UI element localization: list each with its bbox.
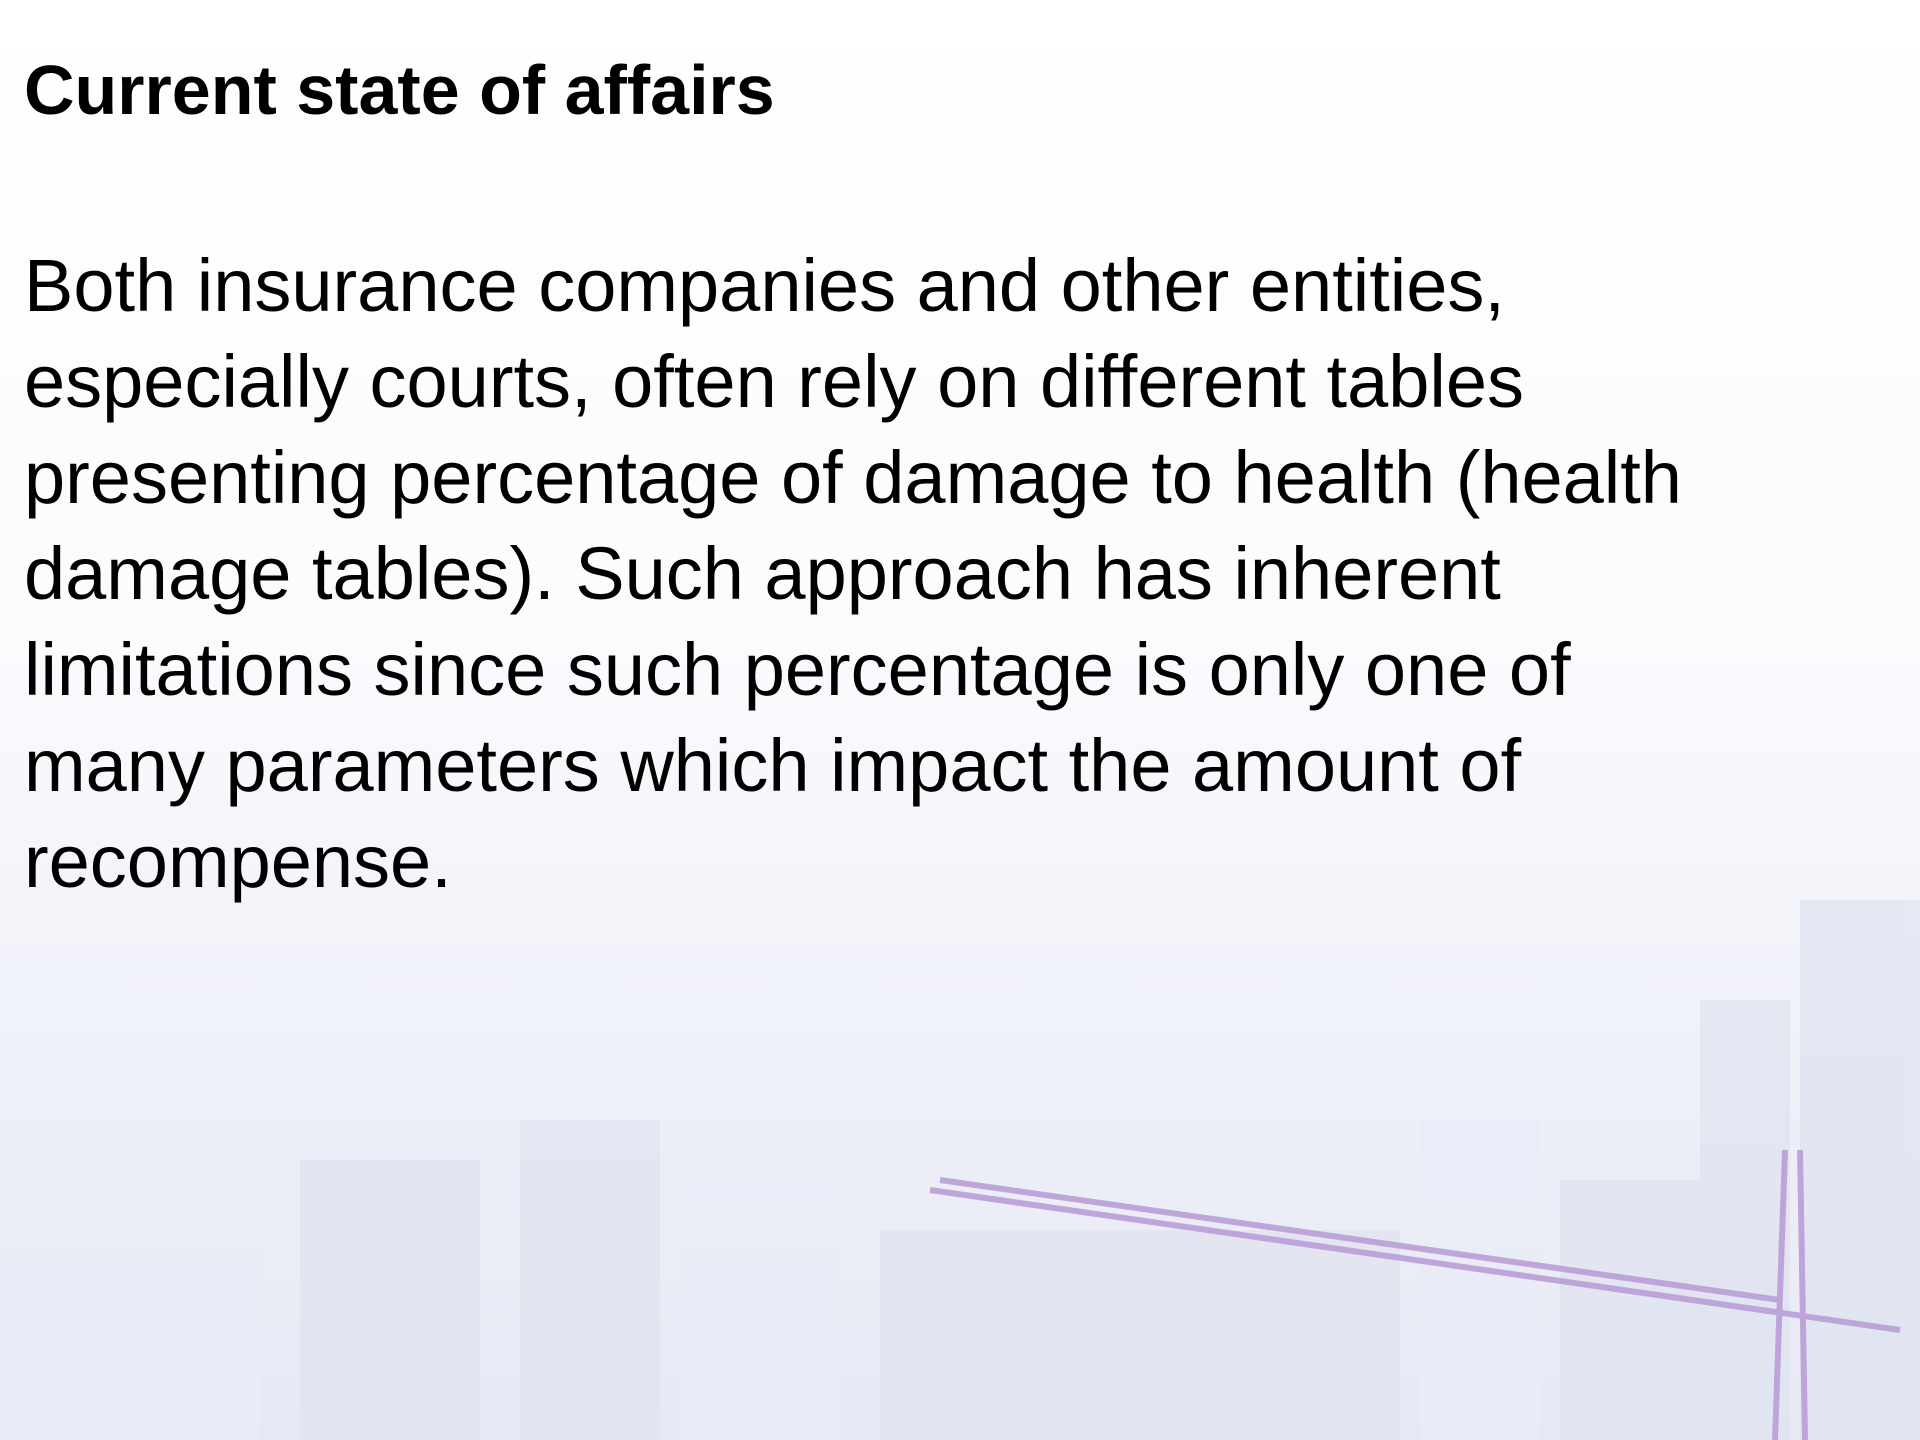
body-line: especially courts, often rely on differe… — [24, 340, 1525, 423]
body-line: many parameters which impact the amount … — [24, 724, 1522, 807]
slide-title: Current state of affairs — [24, 51, 775, 129]
body-line: limitations since such percentage is onl… — [24, 628, 1571, 711]
body-line: presenting percentage of damage to healt… — [24, 436, 1682, 519]
body-line: Both insurance companies and other entit… — [24, 244, 1505, 327]
body-line: recompense. — [24, 820, 452, 903]
slide-body: Both insurance companies and other entit… — [24, 238, 1682, 910]
body-line: damage tables). Such approach has inhere… — [24, 532, 1501, 615]
